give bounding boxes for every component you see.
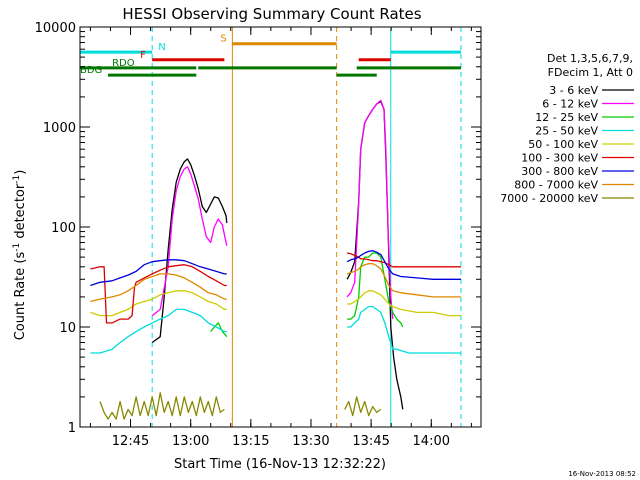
series-line-300-800-kev: [90, 250, 461, 287]
footer-timestamp: 16-Nov-2013 08:52: [568, 470, 636, 478]
axes: 12:45 13:00 13:15 13:30 13:45 14:00 1 10 100 1000…: [35, 21, 481, 449]
flag-label-f: F: [140, 50, 146, 61]
y-tick-label-100: 100: [51, 221, 76, 236]
y-tick-label-1000: 1000: [43, 121, 76, 136]
x-axis-label: Start Time (16-Nov-13 12:32:22): [174, 457, 386, 472]
flag-label-n: N: [158, 42, 165, 53]
y-tick-label-10: 10: [59, 321, 76, 336]
chart-title: HESSI Observing Summary Count Rates: [122, 5, 421, 23]
y-tick-label-1: 1: [68, 421, 76, 436]
series-line-7000-20000-kev: [99, 392, 382, 420]
plot-frame: [79, 26, 482, 428]
legend-label-3-6-kev: 3 - 6 keV: [549, 84, 598, 97]
legend: Det 1,3,5,6,7,9, FDecim 1, Att 0 3 - 6 k…: [500, 52, 634, 205]
x-tick-label-13-45: 13:45: [352, 434, 389, 449]
legend-label-12-25-kev: 12 - 25 keV: [535, 111, 598, 124]
x-tick-label-14-00: 14:00: [413, 434, 450, 449]
legend-label-50-100-kev: 50 - 100 keV: [528, 138, 598, 151]
x-tick-label-13-00: 13:00: [172, 434, 209, 449]
legend-label-800-7000-kev: 800 - 7000 keV: [514, 179, 598, 192]
x-tick-label-12-45: 12:45: [112, 434, 149, 449]
flag-label-rdo: RDO: [112, 58, 135, 69]
legend-header-line-1: Det 1,3,5,6,7,9,: [547, 52, 633, 65]
legend-label-7000-20000-kev: 7000 - 20000 keV: [500, 192, 598, 205]
x-tick-label-13-30: 13:30: [292, 434, 329, 449]
mode-transition-lines: [79, 27, 462, 427]
legend-header-line-2: FDecim 1, Att 0: [548, 66, 633, 79]
legend-label-6-12-kev: 6 - 12 keV: [542, 98, 598, 111]
flag-label-bdg: BDG: [80, 65, 102, 76]
series-line-3-6-kev: [151, 100, 404, 410]
y-axis-label: Count Rate (s-1 detector-1): [12, 170, 28, 341]
legend-label-100-300-kev: 100 - 300 keV: [521, 152, 598, 165]
count-rate-series: [90, 99, 461, 420]
observing-flag-bars: N F S RDO BDG: [80, 34, 461, 77]
series-line-800-7000-kev: [90, 263, 461, 303]
y-tick-label-10000: 10000: [35, 21, 76, 36]
legend-label-25-50-kev: 25 - 50 keV: [535, 125, 598, 138]
series-line-6-12-kev: [151, 99, 394, 320]
legend-label-300-800-kev: 300 - 800 keV: [521, 165, 598, 178]
series-line-12-25-kev: [210, 252, 404, 338]
series-line-50-100-kev: [90, 290, 461, 317]
series-line-25-50-kev: [90, 305, 461, 354]
flag-label-s: S: [220, 34, 226, 45]
x-tick-label-13-15: 13:15: [232, 434, 269, 449]
